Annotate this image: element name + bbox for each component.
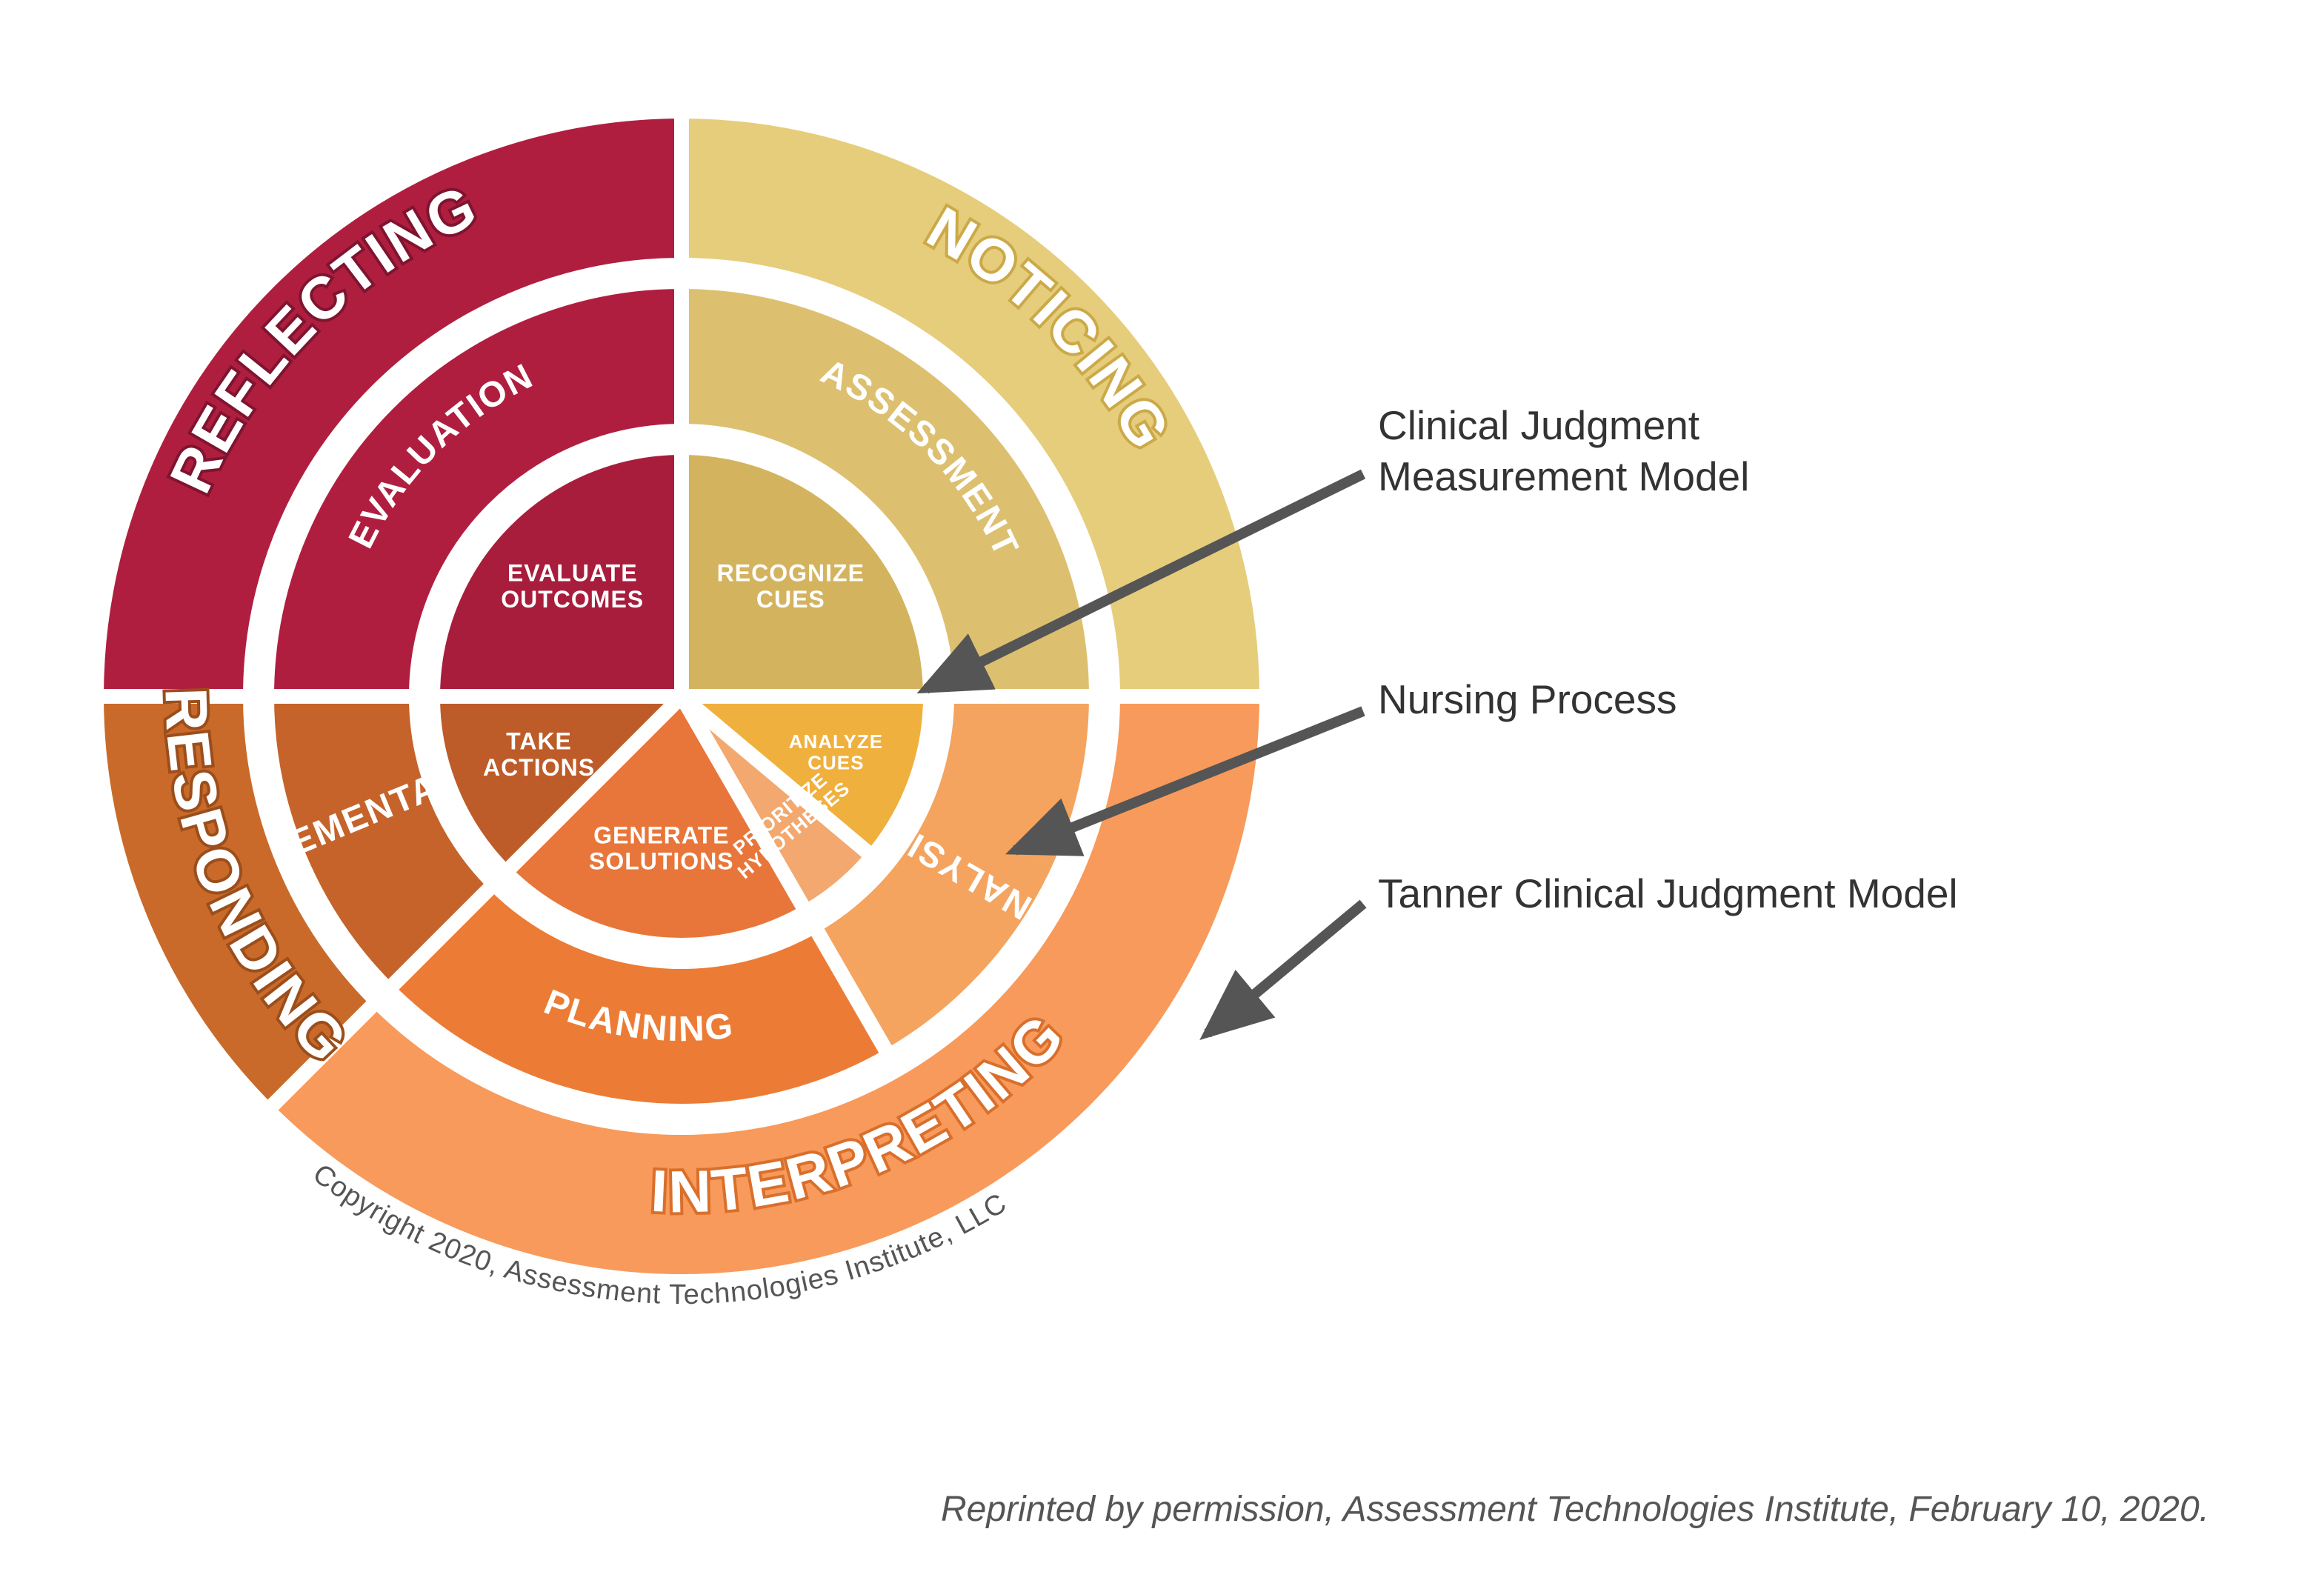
callout-nursing: Nursing Process [1378,674,1677,725]
callout-cjmm-line1: Clinical Judgment [1378,402,1699,448]
radial-diagram-svg: NOTICINGNOTICINGINTERPRETINGINTERPRETING… [0,0,2324,1569]
callout-cjmm: Clinical Judgment Measurement Model [1378,400,1749,502]
inner-label-evaluate_outcomes: EVALUATEOUTCOMES [501,560,644,613]
callout-tanner: Tanner Clinical Judgment Model [1378,868,1958,919]
arrow-tanner [1208,904,1363,1033]
callout-tanner-text: Tanner Clinical Judgment Model [1378,870,1958,916]
callout-cjmm-line2: Measurement Model [1378,453,1749,499]
inner-label-generate_solutions: GENERATESOLUTIONS [589,822,734,875]
diagram-stage: NOTICINGNOTICINGINTERPRETINGINTERPRETING… [0,0,2324,1569]
callout-nursing-text: Nursing Process [1378,676,1677,722]
footer-copyright: Reprinted by permission, Assessment Tech… [941,1489,2209,1530]
